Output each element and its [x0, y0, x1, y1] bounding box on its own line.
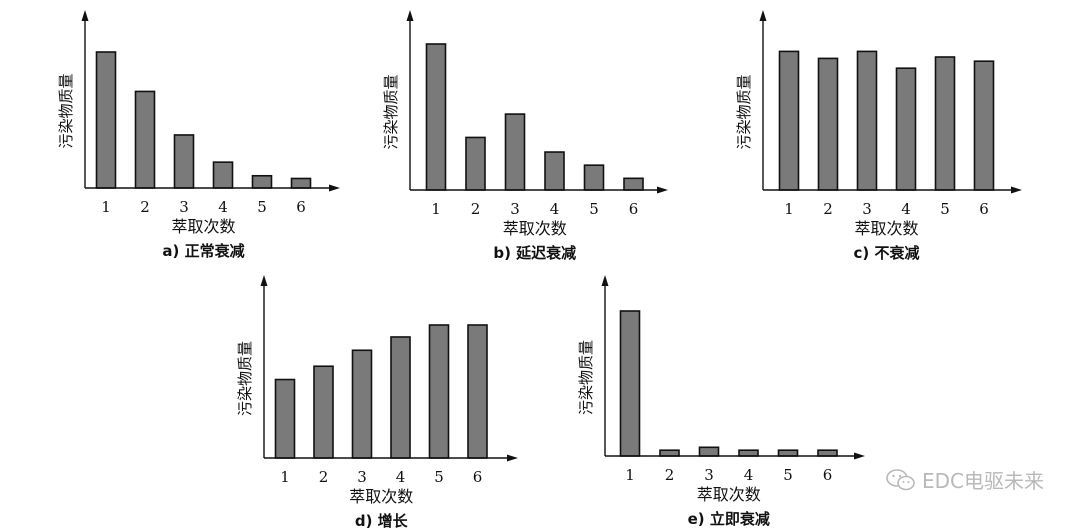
x-axis-arrow-a [329, 184, 340, 192]
bar-d-6 [467, 324, 488, 459]
tick-label-e-4: 4 [744, 466, 754, 484]
bar-d-5 [428, 324, 450, 459]
watermark: EDC电驱未来 [886, 465, 1044, 494]
tick-label-c-6: 6 [979, 200, 989, 218]
bar-b-6 [623, 177, 644, 191]
y-axis-arrow-b [406, 10, 414, 21]
y-axis-label-a: 污染物质量 [57, 73, 75, 148]
bar-c-2 [817, 57, 839, 191]
bar-e-1 [619, 310, 641, 457]
bar-c-6 [973, 60, 995, 191]
x-axis-label-a: 萃取次数 [171, 217, 235, 236]
tick-label-a-4: 4 [218, 198, 228, 216]
tick-label-a-6: 6 [296, 198, 306, 216]
chart-panel-c: 1 2 3 4 5 6 萃取次数 污染物质量 c) 不衰减 [735, 10, 1022, 262]
tick-label-b-2: 2 [471, 200, 481, 218]
x-axis-label-c: 萃取次数 [854, 219, 918, 238]
x-axis-label-d: 萃取次数 [349, 487, 413, 506]
y-axis-label-b: 污染物质量 [382, 74, 400, 149]
tick-label-b-3: 3 [510, 200, 520, 218]
chart-panel-b: 1 2 3 4 5 6 萃取次数 污染物质量 b) 延迟衰减 [382, 10, 668, 262]
bar-a-3 [173, 134, 195, 189]
tick-label-b-5: 5 [589, 200, 599, 218]
y-axis-label-c: 污染物质量 [735, 74, 753, 149]
bar-b-1 [425, 43, 447, 191]
tick-label-c-3: 3 [862, 200, 872, 218]
caption-b: b) 延迟衰减 [493, 244, 576, 262]
x-axis-arrow-d [507, 454, 518, 462]
tick-label-c-1: 1 [784, 200, 794, 218]
bar-c-1 [778, 50, 800, 191]
tick-label-b-6: 6 [629, 200, 639, 218]
bar-e-5 [777, 449, 799, 457]
bar-b-3 [504, 113, 526, 191]
tick-label-a-2: 2 [140, 198, 150, 216]
bar-e-3 [698, 446, 720, 457]
tick-label-a-5: 5 [257, 198, 267, 216]
bar-d-4 [390, 336, 411, 459]
x-axis-arrow-b [657, 186, 668, 194]
caption-c: c) 不衰减 [854, 244, 920, 262]
tick-label-e-2: 2 [665, 466, 675, 484]
tick-label-c-2: 2 [823, 200, 833, 218]
chart-panel-a: 1 2 3 4 5 6 萃取次数 污染物质量 a) 正常衰减 [57, 10, 340, 260]
tick-label-b-1: 1 [431, 200, 441, 218]
y-axis-arrow-e [601, 275, 609, 286]
y-axis-arrow-d [260, 275, 268, 286]
bar-a-1 [95, 51, 117, 189]
x-axis-arrow-e [854, 452, 865, 460]
y-axis-label-e: 污染物质量 [577, 340, 595, 415]
tick-label-c-5: 5 [940, 200, 950, 218]
tick-label-d-4: 4 [396, 468, 406, 486]
bar-c-4 [895, 67, 917, 191]
bar-e-4 [738, 449, 759, 457]
wechat-icon [886, 468, 915, 490]
caption-d: d) 增长 [355, 512, 409, 528]
x-axis-label-b: 萃取次数 [503, 219, 567, 238]
tick-label-b-4: 4 [550, 200, 560, 218]
bar-e-6 [817, 449, 838, 457]
x-axis-arrow-c [1011, 186, 1022, 194]
bar-b-5 [583, 164, 605, 191]
tick-label-d-6: 6 [473, 468, 483, 486]
caption-e: e) 立即衰减 [688, 510, 770, 528]
bar-a-6 [290, 177, 312, 189]
bar-a-2 [134, 90, 156, 189]
caption-a: a) 正常衰减 [162, 242, 244, 260]
bar-a-5 [251, 174, 273, 189]
y-axis-arrow-a [81, 10, 89, 21]
tick-label-e-5: 5 [783, 466, 793, 484]
bar-b-2 [465, 136, 486, 191]
bar-b-4 [544, 151, 565, 191]
bar-c-5 [934, 56, 956, 191]
y-axis-label-d: 污染物质量 [236, 341, 254, 416]
y-axis-arrow-c [759, 10, 767, 21]
chart-panel-e: 1 2 3 4 5 6 萃取次数 污染物质量 e) 立即衰减 [577, 275, 865, 528]
watermark-text: EDC电驱未来 [921, 469, 1044, 493]
tick-label-e-6: 6 [823, 466, 833, 484]
tick-label-d-1: 1 [280, 468, 290, 486]
tick-label-d-3: 3 [357, 468, 367, 486]
chart-panel-d: 1 2 3 4 5 6 萃取次数 污染物质量 d) 增长 [236, 275, 518, 528]
tick-label-d-5: 5 [434, 468, 444, 486]
bar-e-2 [659, 449, 680, 457]
tick-label-a-1: 1 [101, 198, 111, 216]
tick-label-d-2: 2 [319, 468, 329, 486]
x-axis-label-e: 萃取次数 [697, 485, 761, 504]
tick-label-c-4: 4 [901, 200, 911, 218]
bar-d-3 [351, 349, 373, 459]
bar-c-3 [856, 50, 878, 191]
tick-label-a-3: 3 [179, 198, 189, 216]
tick-label-e-1: 1 [625, 466, 635, 484]
tick-label-e-3: 3 [704, 466, 714, 484]
bar-d-2 [313, 365, 334, 459]
bar-a-4 [212, 161, 234, 189]
bar-d-1 [274, 378, 296, 459]
